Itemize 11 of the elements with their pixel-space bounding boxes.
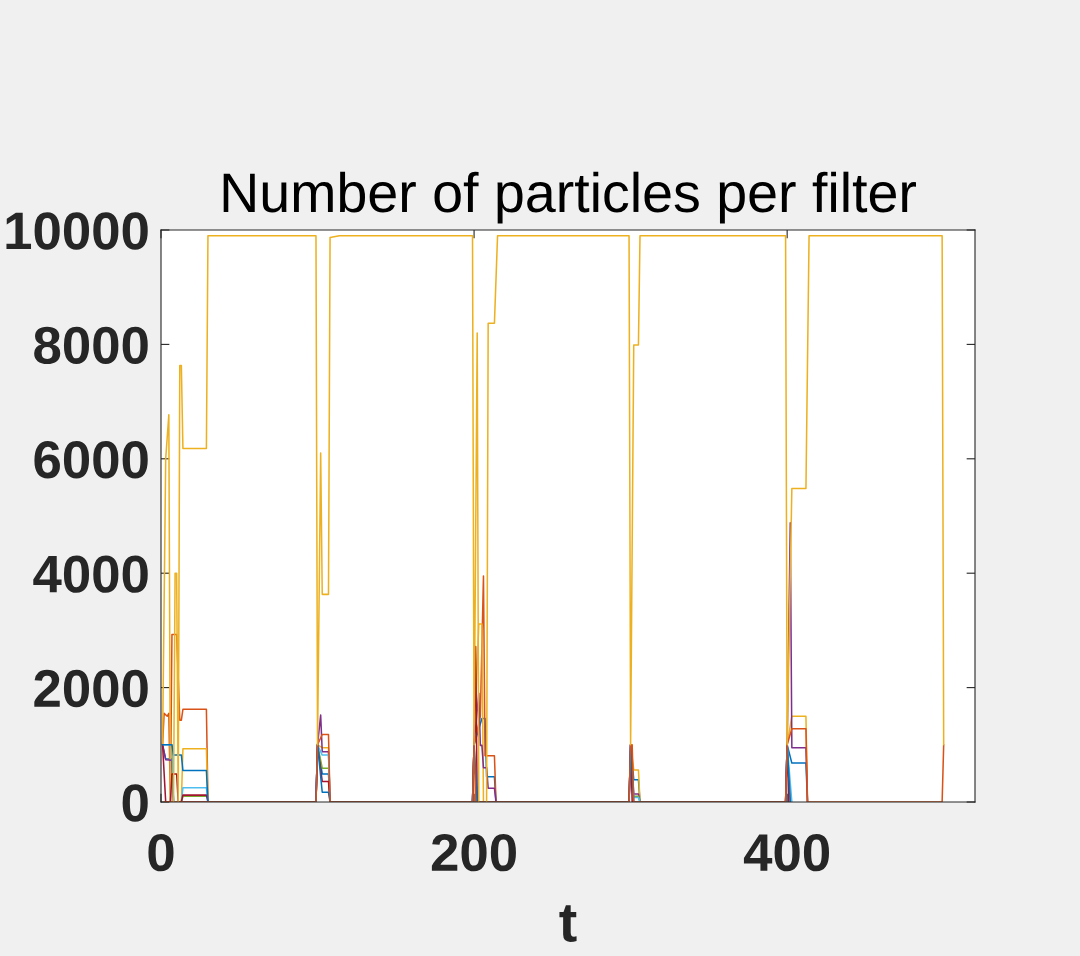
- y-tick-label: 4000: [33, 555, 148, 593]
- y-tick-label: 0: [122, 784, 148, 822]
- x-tick-label: 400: [743, 833, 830, 872]
- x-tick-label: 200: [431, 833, 516, 872]
- x-tick-label: 0: [148, 833, 174, 872]
- y-tick-label: 6000: [34, 441, 148, 479]
- chart-title: Number of particles per filter: [223, 171, 916, 224]
- x-axis-title: t: [559, 905, 577, 942]
- y-tick-label: 10000: [6, 212, 148, 250]
- y-tick-label: 8000: [34, 326, 148, 365]
- y-tick-label: 2000: [34, 669, 148, 708]
